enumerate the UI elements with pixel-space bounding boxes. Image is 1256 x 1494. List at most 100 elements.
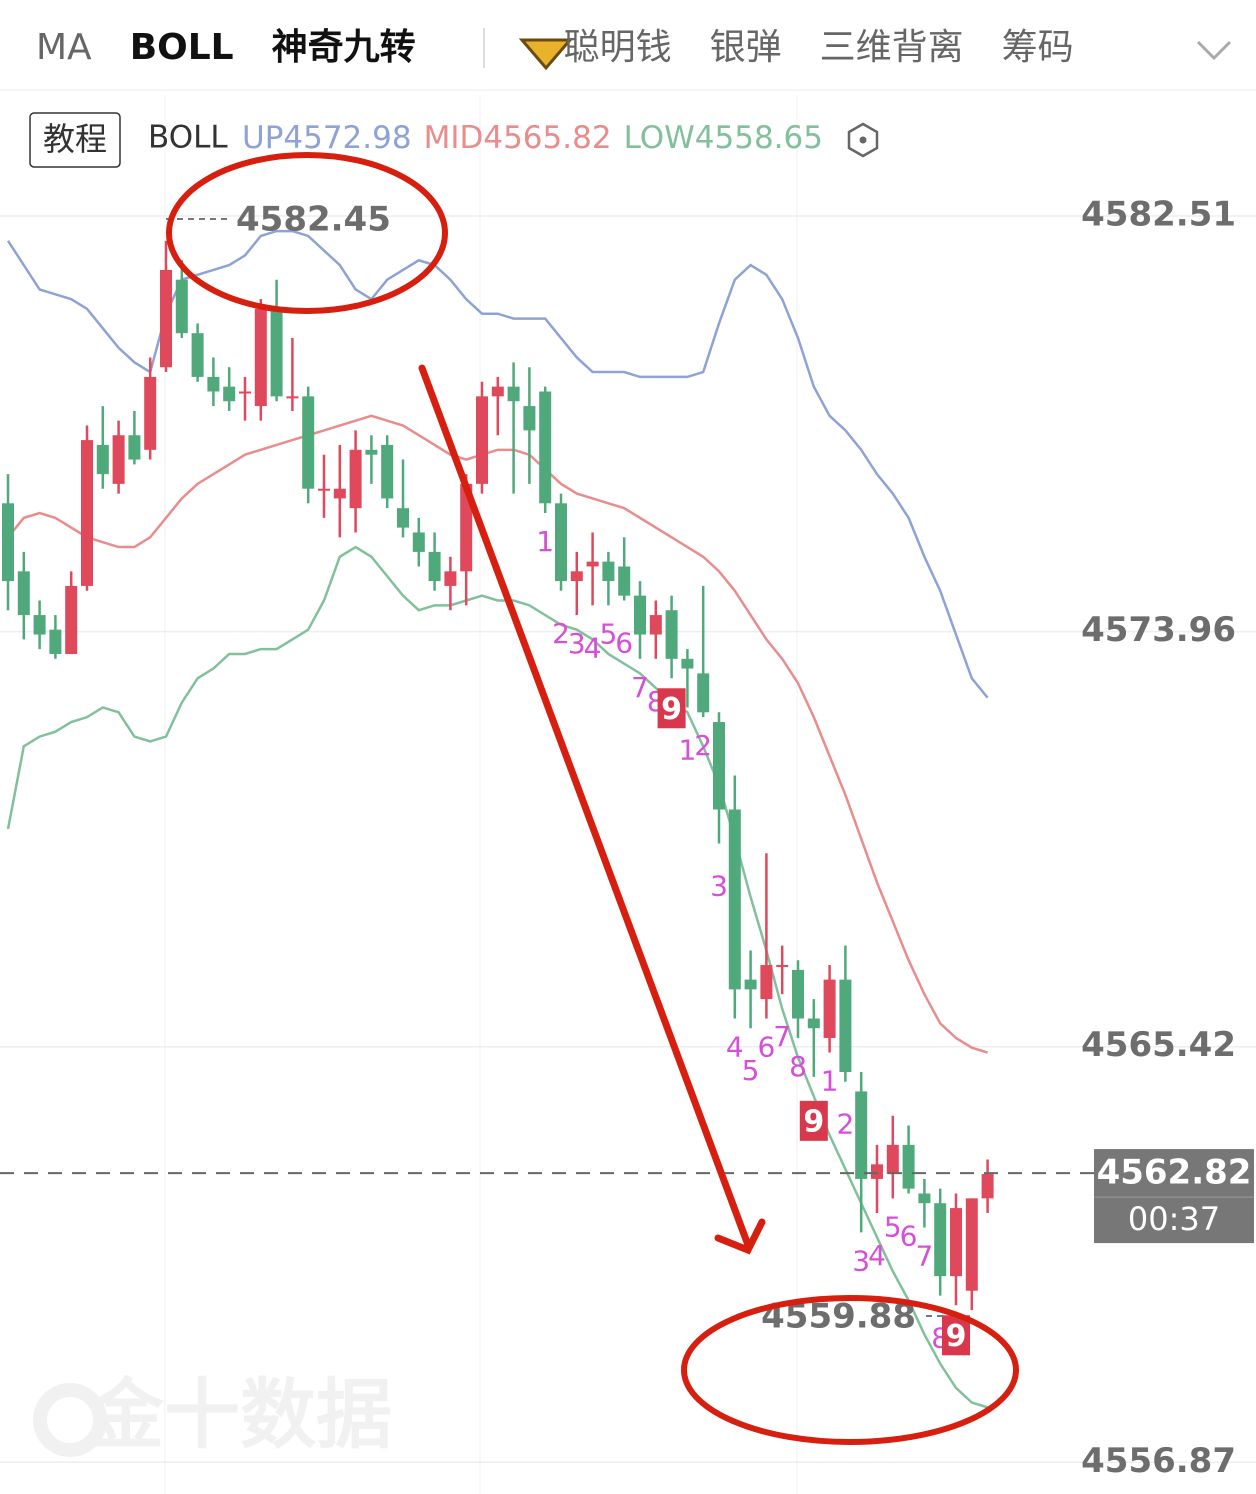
td-label: 3 — [710, 870, 728, 903]
td-label: 5 — [599, 617, 617, 650]
candle-body — [602, 561, 615, 582]
td-label: 7 — [631, 671, 649, 704]
boll-line — [6, 229, 989, 699]
candle-body — [855, 1091, 868, 1179]
y-tick-label: 4573.96 — [1081, 610, 1236, 650]
candle-body — [950, 1208, 962, 1277]
candle-body — [523, 406, 536, 431]
tab[interactable]: 聪明钱 — [564, 27, 672, 68]
y-tick-label: 4556.87 — [1081, 1441, 1236, 1481]
hand-drawn-arrow — [418, 364, 766, 1255]
tutorial-label: 教程 — [43, 120, 107, 158]
tutorial-button[interactable] — [29, 112, 121, 168]
candle-body — [270, 308, 283, 397]
candle-body — [49, 629, 62, 654]
td-box — [942, 1315, 970, 1356]
candle-body — [191, 333, 204, 377]
candle-body — [965, 1198, 978, 1291]
candle-body — [254, 308, 267, 407]
td-label: 4 — [868, 1239, 886, 1272]
candle-body — [886, 1144, 899, 1175]
tab[interactable]: MA — [36, 27, 92, 68]
legend-entry: MID4565.82 — [424, 120, 612, 156]
settings-icon[interactable] — [847, 122, 879, 158]
y-tick-label: 4565.42 — [1081, 1025, 1236, 1065]
candle-body — [728, 809, 741, 990]
watermark: 金十数据 — [87, 1370, 392, 1459]
td-label: 2 — [836, 1108, 854, 1141]
candle-body — [128, 435, 141, 460]
candle-body — [839, 979, 852, 1072]
candle-body — [665, 610, 678, 659]
tabs-expand[interactable] — [1196, 40, 1232, 61]
boll-line — [7, 414, 988, 1054]
candle-body — [555, 503, 567, 582]
tab[interactable]: 神奇九转 — [272, 27, 416, 68]
td-label: 5 — [742, 1054, 760, 1087]
candle-body — [223, 386, 236, 402]
candle-body — [760, 965, 773, 1000]
candle-body — [713, 722, 725, 810]
candle-body — [33, 615, 46, 635]
legend-entry: LOW4558.65 — [624, 120, 823, 156]
candle-body — [144, 376, 157, 450]
current-price-label: 4562.82 — [1097, 1153, 1252, 1193]
tab[interactable]: 筹码 — [1002, 27, 1074, 68]
legend-value: 4565.82 — [483, 120, 611, 156]
candle-body — [918, 1193, 931, 1204]
legend-name: LOW — [624, 120, 695, 156]
candle-body — [365, 449, 378, 455]
td-label: 9 — [661, 692, 682, 727]
legend-name: MID — [424, 120, 484, 156]
candle-body — [65, 585, 78, 654]
td-label: 1 — [678, 733, 696, 766]
settings-icon-dot — [859, 136, 867, 144]
legend-value: 4572.98 — [283, 120, 411, 156]
candle-body — [302, 396, 315, 489]
candle-body — [934, 1203, 947, 1277]
tab[interactable]: 银弹 — [710, 27, 782, 68]
td-label: 2 — [552, 617, 570, 650]
indicator-name: BOLL — [148, 120, 228, 156]
candle-body — [744, 979, 757, 990]
td-label: 7 — [915, 1240, 933, 1273]
candle-body — [902, 1144, 915, 1189]
candle-body — [381, 444, 394, 499]
td-label: 5 — [884, 1210, 902, 1243]
candle-body — [460, 483, 473, 572]
candle-body — [17, 571, 30, 616]
td-label: 3 — [568, 627, 586, 660]
candle-body — [333, 488, 346, 499]
candle-body — [823, 979, 836, 1038]
hand-drawn-circle — [681, 1295, 1019, 1445]
tab[interactable]: 三维背离 — [820, 27, 964, 68]
candle-body — [649, 615, 662, 635]
candle-body — [286, 396, 299, 399]
candle-body — [207, 376, 220, 392]
td-label: 1 — [821, 1065, 839, 1098]
candle-body — [507, 386, 520, 402]
candle-body — [618, 566, 631, 596]
boll-line — [6, 545, 988, 1409]
td-label: 4 — [726, 1031, 744, 1064]
candle-body — [428, 551, 441, 582]
td-label: 8 — [789, 1050, 807, 1083]
candle-body — [776, 965, 789, 968]
candle-body — [586, 561, 599, 567]
tab[interactable]: BOLL — [130, 27, 234, 68]
td-label: 7 — [773, 1020, 791, 1053]
candle-body — [112, 435, 125, 484]
candle-body — [2, 503, 14, 582]
candle-body — [491, 386, 504, 397]
candle-body — [239, 391, 251, 394]
legend-entry: UP4572.98 — [242, 120, 412, 156]
candle-body — [634, 595, 646, 635]
legend-value: 4558.65 — [695, 120, 823, 156]
candle-body — [981, 1174, 994, 1199]
current-price-box — [1094, 1149, 1254, 1244]
candle-body — [349, 449, 362, 509]
td-label: 4 — [584, 631, 602, 664]
td-box — [657, 688, 686, 729]
candle-body — [697, 673, 710, 713]
candle-body — [160, 269, 172, 368]
